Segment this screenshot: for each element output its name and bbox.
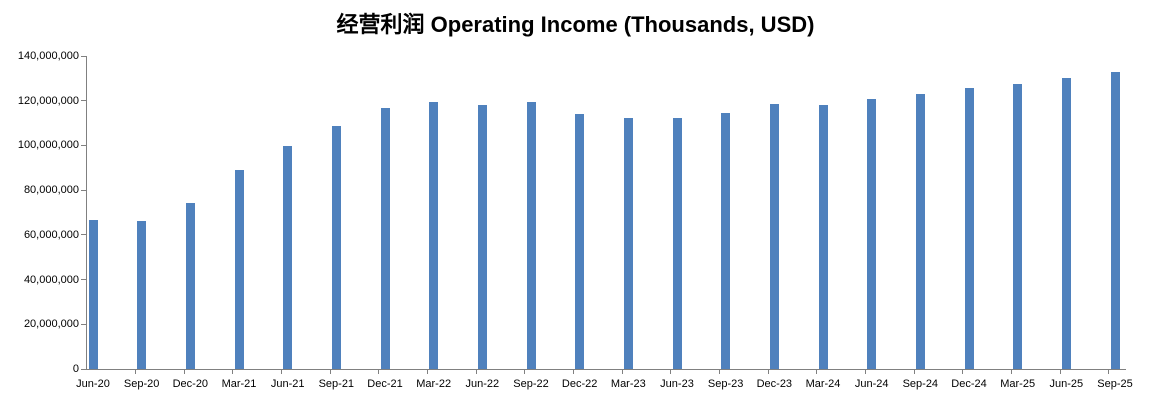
x-axis-label-Sep-25: Sep-25 xyxy=(1097,378,1133,390)
x-axis-tick-mark xyxy=(1108,369,1110,374)
x-axis-tick-mark xyxy=(378,369,380,374)
chart-title: 经营利润 Operating Income (Thousands, USD) xyxy=(336,12,815,37)
x-axis-label-Mar-25: Mar-25 xyxy=(1000,378,1036,390)
bar-Sep-24 xyxy=(915,93,925,369)
bar-Mar-24 xyxy=(818,104,828,369)
x-axis-tick-mark xyxy=(719,369,720,374)
y-axis-tick-label: 80,000,000 xyxy=(23,184,79,197)
x-axis-tick-mark xyxy=(1059,369,1061,374)
bar-Mar-22 xyxy=(429,102,439,369)
bar-Sep-20 xyxy=(137,220,147,369)
x-axis-label-Jun-24: Jun-24 xyxy=(854,378,889,390)
bar-Sep-25 xyxy=(1110,71,1120,369)
x-axis-tick-mark xyxy=(573,369,574,374)
x-axis-label-Mar-22: Mar-22 xyxy=(416,378,452,390)
y-axis-tick-mark xyxy=(81,279,87,281)
bar-Mar-23 xyxy=(623,117,633,369)
x-axis-label-Mar-23: Mar-23 xyxy=(610,378,646,390)
x-axis-tick-mark xyxy=(524,369,526,374)
bar-Jun-25 xyxy=(1061,77,1071,369)
bar-Dec-22 xyxy=(575,114,585,369)
x-axis-label-Dec-20: Dec-20 xyxy=(172,378,209,390)
x-axis-tick-mark xyxy=(135,369,136,374)
bar-Sep-22 xyxy=(526,102,536,369)
bar-Mar-21 xyxy=(234,170,244,369)
y-axis-tick-mark xyxy=(81,100,87,102)
x-axis-label-Jun-22: Jun-22 xyxy=(465,378,500,390)
x-axis-tick-mark xyxy=(475,369,477,374)
x-axis-tick-mark xyxy=(816,369,818,374)
plot-area: 0 20,000,000 40,000,000 60,000,000 80,000,00… xyxy=(18,50,1133,390)
x-axis-label-Sep-24: Sep-24 xyxy=(902,378,939,390)
x-axis-tick-mark xyxy=(329,369,331,374)
bar-Dec-21 xyxy=(380,107,390,369)
x-axis-label-Jun-21: Jun-21 xyxy=(270,378,305,390)
bar-Jun-23 xyxy=(672,118,682,369)
x-axis-tick-mark xyxy=(865,369,866,374)
bar-Dec-20 xyxy=(185,203,195,369)
y-axis-tick-label: 60,000,000 xyxy=(23,228,79,241)
y-axis-tick-mark xyxy=(81,323,87,325)
x-axis-tick-mark xyxy=(670,369,672,374)
y-axis-tick-mark xyxy=(81,144,87,146)
y-axis-tick-label: 20,000,000 xyxy=(23,318,79,331)
x-axis-tick-mark xyxy=(183,369,185,374)
x-axis-label-Dec-24: Dec-24 xyxy=(951,378,987,390)
x-axis-tick-mark xyxy=(621,369,623,374)
x-axis-label-Jun-25: Jun-25 xyxy=(1049,378,1084,390)
x-axis-label-Mar-21: Mar-21 xyxy=(221,378,257,390)
x-axis-label-Jun-23: Jun-23 xyxy=(660,378,694,390)
bar-Dec-24 xyxy=(964,87,974,369)
bar-Jun-20 xyxy=(88,219,98,369)
x-axis-label-Jun-20: Jun-20 xyxy=(76,378,110,390)
x-axis-tick-mark xyxy=(1011,369,1012,374)
y-axis-tick-mark xyxy=(81,368,87,370)
x-axis-label-Dec-21: Dec-21 xyxy=(367,378,403,390)
x-axis-tick-mark xyxy=(281,369,282,374)
y-axis-tick-label: 0 xyxy=(72,363,79,375)
x-axis-label-Sep-22: Sep-22 xyxy=(513,378,549,390)
y-axis-tick-label: 100,000,000 xyxy=(17,139,79,152)
y-axis-tick-label: 140,000,000 xyxy=(17,50,79,62)
x-axis-label-Dec-23: Dec-23 xyxy=(756,378,793,390)
x-axis-label-Mar-24: Mar-24 xyxy=(805,378,841,390)
x-axis-tick-mark xyxy=(232,369,234,374)
bar-Sep-21 xyxy=(331,125,341,369)
bar-Mar-25 xyxy=(1013,84,1023,369)
y-axis-tick-label: 120,000,000 xyxy=(17,94,79,107)
y-axis-tick-label: 40,000,000 xyxy=(23,273,79,286)
bar-Jun-22 xyxy=(477,104,487,369)
x-axis-label-Dec-22: Dec-22 xyxy=(561,378,598,390)
x-axis-tick-mark xyxy=(962,369,964,374)
x-axis-label-Sep-23: Sep-23 xyxy=(707,378,744,390)
x-axis-label-Sep-20: Sep-20 xyxy=(123,378,160,390)
x-axis-tick-mark xyxy=(427,369,428,374)
x-axis-tick-mark xyxy=(913,369,915,374)
bar-Sep-23 xyxy=(721,113,731,369)
bar-Dec-23 xyxy=(769,103,779,369)
bar-Jun-21 xyxy=(283,145,293,369)
x-axis-tick-mark xyxy=(767,369,769,374)
x-axis-label-Sep-21: Sep-21 xyxy=(318,378,355,390)
bar-Jun-24 xyxy=(867,99,877,369)
y-axis-tick-mark xyxy=(81,189,87,191)
y-axis-tick-mark xyxy=(81,234,87,236)
y-axis-tick-mark xyxy=(81,55,87,57)
